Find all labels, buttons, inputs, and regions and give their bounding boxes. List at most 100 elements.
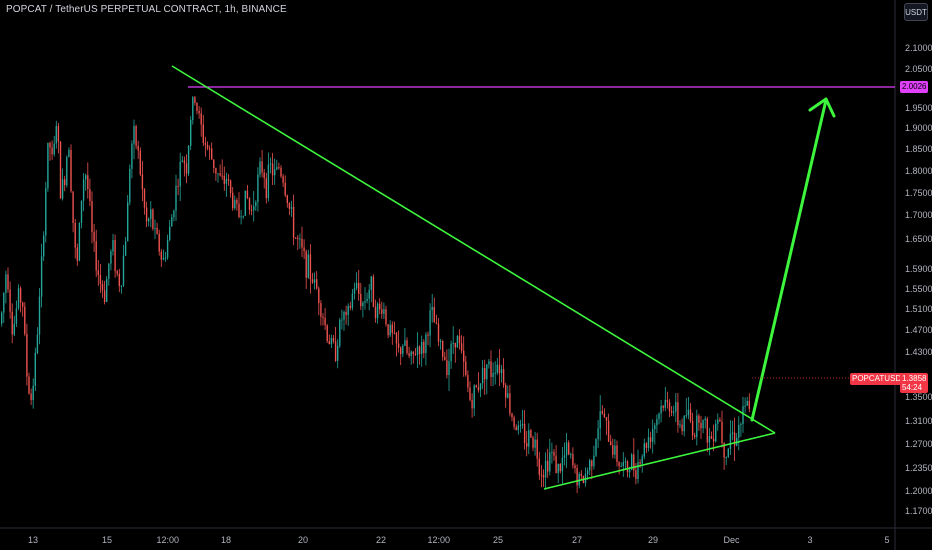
candle-body [40, 256, 43, 297]
candle-body [578, 473, 580, 486]
candle-body [412, 351, 414, 354]
candle-body [309, 254, 312, 280]
candle-body [746, 400, 748, 406]
candle-body [11, 311, 13, 335]
candle-body [708, 436, 711, 443]
candle-body [429, 310, 431, 336]
candle-body [85, 175, 87, 180]
x-tick-label: 18 [221, 535, 231, 545]
candle-body [733, 432, 736, 446]
candle-body [557, 463, 559, 474]
candle-body [61, 179, 64, 199]
candle-body [631, 454, 633, 470]
candle-body [208, 148, 211, 150]
candle-body [223, 175, 225, 184]
candle-body [24, 306, 26, 334]
candle-body [114, 240, 116, 272]
y-tick-label: 2.0500 [905, 64, 932, 74]
candle-body [112, 240, 114, 252]
y-tick-label: 1.4300 [905, 347, 932, 357]
candle-body [435, 322, 438, 324]
candle-body [589, 460, 591, 471]
candle-body [675, 402, 677, 412]
candle-body [120, 285, 123, 287]
candle-body [404, 340, 406, 346]
candle-body [492, 373, 494, 378]
candle-body [360, 293, 362, 307]
x-tick-label: 5 [885, 535, 890, 545]
candle-body [232, 192, 234, 209]
candle-body [36, 334, 39, 353]
candle-body [166, 240, 169, 258]
candle-body [145, 207, 148, 222]
candle-body [190, 120, 192, 146]
candle-body [244, 190, 246, 216]
candle-body [618, 462, 620, 467]
candle-body [51, 147, 53, 155]
candle-body [597, 428, 599, 440]
candle-body [1, 312, 3, 324]
candle-body [467, 375, 469, 388]
candle-body [194, 97, 196, 103]
candle-body [288, 203, 291, 209]
candle-body [540, 474, 543, 476]
candle-body [442, 340, 444, 357]
candle-body [38, 296, 41, 335]
candle-body [458, 336, 461, 344]
y-tick-label: 1.7500 [905, 188, 932, 198]
candle-body [691, 421, 694, 436]
candle-body [307, 254, 309, 278]
candle-body [513, 417, 515, 427]
candle-body [213, 159, 215, 168]
candle-body [66, 157, 68, 186]
candle-body [78, 222, 81, 261]
currency-button[interactable]: USDT [904, 3, 928, 21]
candle-body [528, 430, 530, 447]
y-tick-label: 1.5100 [905, 304, 932, 314]
candle-body [402, 345, 404, 355]
candle-body [225, 179, 228, 184]
candle-body [397, 343, 400, 348]
candle-body [421, 341, 423, 354]
candle-body [418, 346, 421, 354]
candle-body [192, 97, 194, 121]
candle-body [45, 188, 47, 236]
candle-body [652, 429, 654, 442]
candle-body [372, 276, 375, 307]
candle-body [410, 351, 412, 356]
candle-body [683, 416, 685, 432]
candle-body [532, 437, 534, 448]
candle-body [536, 439, 538, 459]
candle-body [668, 402, 671, 412]
candle-body [164, 257, 167, 259]
candle-body [572, 454, 574, 466]
candle-body [570, 454, 572, 456]
candle-body [387, 324, 389, 336]
candle-body [633, 454, 635, 471]
y-tick-label: 1.6500 [905, 234, 932, 244]
candle-body [381, 309, 383, 314]
candle-body [13, 323, 15, 335]
candle-body [246, 190, 249, 199]
candle-body [519, 425, 522, 427]
candle-body [118, 273, 120, 286]
candle-body [221, 175, 223, 177]
candle-body [99, 274, 102, 284]
candle-body [505, 384, 507, 398]
candle-body [500, 369, 503, 374]
candle-body [80, 200, 83, 223]
candle-body [30, 393, 32, 401]
y-tick-label: 1.5900 [905, 264, 932, 274]
projection-arrow-head [808, 97, 836, 118]
candle-body [729, 433, 732, 449]
candle-body [488, 361, 490, 365]
candle-body [748, 400, 750, 409]
candle-body [345, 312, 347, 315]
candle-body [116, 271, 118, 274]
y-tick-label: 1.2000 [905, 486, 932, 496]
last-price-value: 1.3858 [902, 374, 927, 383]
candle-body [313, 279, 316, 283]
candle-body [465, 361, 467, 376]
candle-body [353, 288, 356, 294]
